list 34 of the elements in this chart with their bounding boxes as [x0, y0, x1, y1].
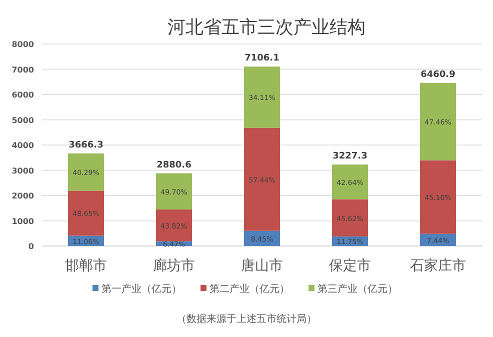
total-label: 3666.3 [68, 140, 104, 150]
bar [420, 160, 456, 234]
y-tick-label: 8000 [12, 40, 34, 49]
total-label: 2880.6 [156, 160, 192, 170]
bar [420, 82, 456, 160]
bar [156, 209, 192, 242]
total-label: 6460.9 [420, 70, 456, 80]
y-tick-label: 7000 [12, 65, 34, 74]
x-tick-label: 石家庄市 [410, 258, 466, 274]
legend-label: 第二产业（亿元） [210, 283, 290, 295]
bar [68, 153, 104, 191]
y-tick-label: 4000 [12, 141, 34, 150]
y-tick-label: 6000 [12, 90, 34, 100]
x-tick-label: 邯郸市 [65, 258, 107, 274]
y-tick-label: 2000 [12, 192, 34, 200]
y-tick-label: 5000 [12, 116, 34, 125]
x-tick-label: 唐山市 [241, 258, 283, 274]
y-tick-label: 1000 [12, 216, 34, 226]
legend-label: 第一产业（亿元） [102, 283, 182, 295]
total-label: 3227.3 [332, 152, 368, 162]
x-tick-label: 保定市 [329, 258, 371, 274]
chart-title: 河北省五市三次产业结构 [168, 17, 366, 38]
x-tick-label: 廊坊市 [153, 258, 195, 274]
bar [244, 66, 280, 128]
y-tick-label: 0 [28, 242, 34, 251]
y-tick-label: 3000 [12, 166, 34, 176]
bar [332, 199, 368, 236]
bar [156, 173, 192, 210]
legend-label: 第三产业（亿元） [318, 283, 398, 295]
total-label: 7106.1 [244, 54, 280, 64]
bar [244, 128, 280, 231]
text: （数据来源于上述五市统计局） [176, 313, 316, 325]
bar [332, 164, 368, 200]
bar [68, 190, 104, 236]
